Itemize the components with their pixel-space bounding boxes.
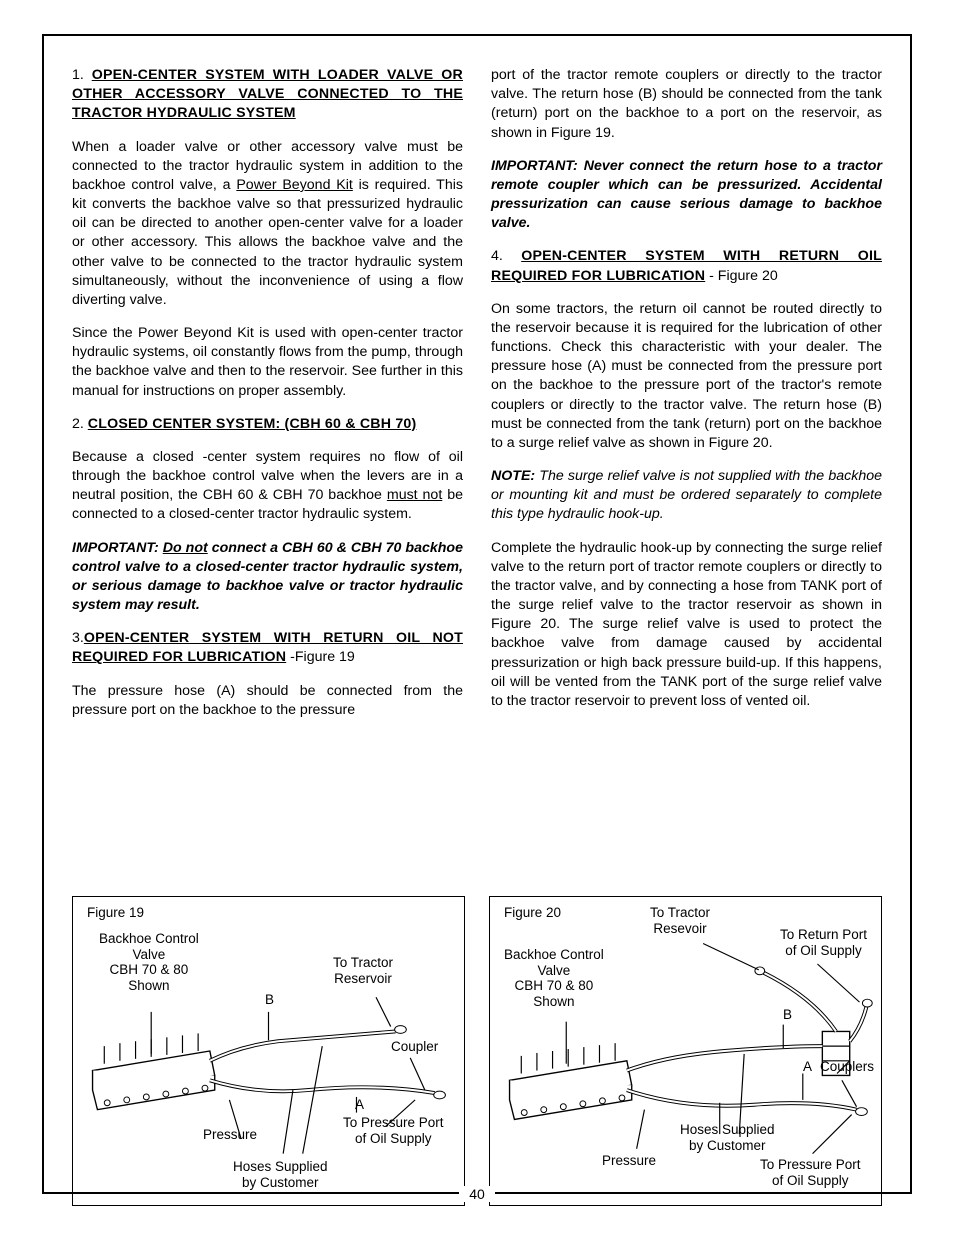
fig19-valve4: Shown — [128, 978, 169, 993]
sec1-p2: Since the Power Beyond Kit is used with … — [72, 324, 463, 401]
fig20-valve3: CBH 70 & 80 — [515, 978, 594, 993]
sec4-p1: On some tractors, the return oil cannot … — [491, 300, 882, 453]
fig19-valve-label: Backhoe Control Valve CBH 70 & 80 Shown — [99, 931, 199, 993]
fig19-pp2: of Oil Supply — [355, 1131, 432, 1146]
hose-a-icon — [627, 1090, 867, 1115]
fig20-a-label: A — [803, 1059, 812, 1075]
fig19-hoses1: Hoses Supplied — [233, 1159, 328, 1174]
hose-a-icon — [210, 1080, 446, 1099]
sec1-p1: When a loader valve or other accessory v… — [72, 138, 463, 311]
fig20-title: Figure 20 — [504, 905, 561, 921]
fig19-pp1: To Pressure Port — [343, 1115, 444, 1130]
sec3-p1: The pressure hose (A) should be connecte… — [72, 682, 463, 720]
sec4-title: OPEN-CENTER SYSTEM WITH RETURN OIL REQUI… — [491, 248, 882, 283]
sec2-p1-underline: must not — [387, 487, 442, 503]
section3-heading: 3.OPEN-CENTER SYSTEM WITH RETURN OIL NOT… — [72, 629, 463, 667]
hose-b-icon — [210, 1026, 406, 1061]
right-column: port of the tractor remote couplers or d… — [491, 66, 882, 888]
sec4-num: 4. — [491, 248, 503, 264]
sec4-note-label: NOTE: — [491, 468, 535, 484]
fig20-hoses1: Hoses Supplied — [680, 1122, 775, 1137]
sec1-title: OPEN-CENTER SYSTEM WITH LOADER VALVE OR … — [72, 67, 463, 121]
sec1-p1-underline: Power Beyond Kit — [236, 177, 352, 193]
hose-return-icon — [850, 999, 872, 1041]
page: 1. OPEN-CENTER SYSTEM WITH LOADER VALVE … — [0, 0, 954, 1235]
fig19-pressport-label: To Pressure Port of Oil Supply — [343, 1115, 444, 1146]
sec2-important: IMPORTANT: Do not connect a CBH 60 & CBH… — [72, 539, 463, 616]
text-columns: 1. OPEN-CENTER SYSTEM WITH LOADER VALVE … — [72, 66, 882, 888]
fig19-reservoir-label: To Tractor Reservoir — [333, 955, 393, 986]
fig20-res2: Resevoir — [653, 921, 706, 936]
sec2-imp-underline: Do not — [163, 540, 208, 556]
fig20-valve1: Backhoe Control — [504, 947, 604, 962]
sec4-note: NOTE: The surge relief valve is not supp… — [491, 467, 882, 525]
fig20-valve4: Shown — [533, 994, 574, 1009]
fig19-res1: To Tractor — [333, 955, 393, 970]
sec1-num: 1. — [72, 67, 84, 83]
sec3-num: 3. — [72, 630, 84, 646]
fig19-pressure-label: Pressure — [203, 1127, 257, 1143]
fig19-a-label: A — [355, 1097, 364, 1113]
fig20-valve2: Valve — [538, 963, 571, 978]
section4-heading: 4. OPEN-CENTER SYSTEM WITH RETURN OIL RE… — [491, 247, 882, 285]
fig19-coupler-label: Coupler — [391, 1039, 438, 1055]
fig20-pressport-label: To Pressure Port of Oil Supply — [760, 1157, 861, 1188]
sec2-num: 2. — [72, 416, 84, 432]
fig20-couplers-label: Couplers — [820, 1059, 874, 1075]
page-number-wrap: 40 — [44, 1186, 910, 1204]
fig19-res2: Reservoir — [334, 971, 392, 986]
fig20-pressure-label: Pressure — [602, 1153, 656, 1169]
sec2-title: CLOSED CENTER SYSTEM: (CBH 60 & CBH 70) — [88, 416, 417, 432]
sec2-p1: Because a closed -center system requires… — [72, 448, 463, 525]
fig20-return-label: To Return Port of Oil Supply — [780, 927, 867, 958]
sec3-p1-cont: port of the tractor remote couplers or d… — [491, 66, 882, 143]
page-number: 40 — [459, 1186, 495, 1202]
fig20-reservoir-label: To Tractor Resevoir — [650, 905, 710, 936]
fig20-ret2: of Oil Supply — [785, 943, 862, 958]
fig20-ret1: To Return Port — [780, 927, 867, 942]
sec4-p2: Complete the hydraulic hook-up by connec… — [491, 539, 882, 712]
sec1-p1b: is required. This kit converts the backh… — [72, 177, 463, 308]
figures-row: Figure 19 Backhoe Control Valve CBH 70 &… — [72, 896, 882, 1206]
sec2-imp-label: IMPORTANT: — [72, 540, 163, 556]
section2-heading: 2. CLOSED CENTER SYSTEM: (CBH 60 & CBH 7… — [72, 415, 463, 434]
fig19-title: Figure 19 — [87, 905, 144, 921]
fig19-valve1: Backhoe Control — [99, 931, 199, 946]
sec4-suffix: - Figure 20 — [705, 268, 778, 284]
fig20-pp1: To Pressure Port — [760, 1157, 861, 1172]
fig20-b-label: B — [783, 1007, 792, 1023]
hose-reservoir-icon — [755, 967, 836, 1032]
content-frame: 1. OPEN-CENTER SYSTEM WITH LOADER VALVE … — [42, 34, 912, 1194]
hose-b-icon — [627, 1046, 823, 1070]
left-column: 1. OPEN-CENTER SYSTEM WITH LOADER VALVE … — [72, 66, 463, 888]
fig20-hoses2: by Customer — [689, 1138, 766, 1153]
figure-20: Figure 20 To Tractor Resevoir To Return … — [489, 896, 882, 1206]
fig20-valve-label: Backhoe Control Valve CBH 70 & 80 Shown — [504, 947, 604, 1009]
sec3-suffix: -Figure 19 — [286, 649, 355, 665]
fig19-b-label: B — [265, 992, 274, 1008]
fig19-valve3: CBH 70 & 80 — [110, 962, 189, 977]
valve-block-icon — [510, 1043, 632, 1119]
fig20-res1: To Tractor — [650, 905, 710, 920]
section1-heading: 1. OPEN-CENTER SYSTEM WITH LOADER VALVE … — [72, 66, 463, 124]
fig19-valve2: Valve — [133, 947, 166, 962]
figure-19: Figure 19 Backhoe Control Valve CBH 70 &… — [72, 896, 465, 1206]
fig20-hoses-label: Hoses Supplied by Customer — [680, 1122, 775, 1153]
valve-block-icon — [93, 1033, 215, 1109]
sec3-title: OPEN-CENTER SYSTEM WITH RETURN OIL NOT R… — [72, 630, 463, 665]
sec3-important: IMPORTANT: Never connect the return hose… — [491, 157, 882, 234]
sec4-note-body: The surge relief valve is not supplied w… — [491, 468, 882, 522]
